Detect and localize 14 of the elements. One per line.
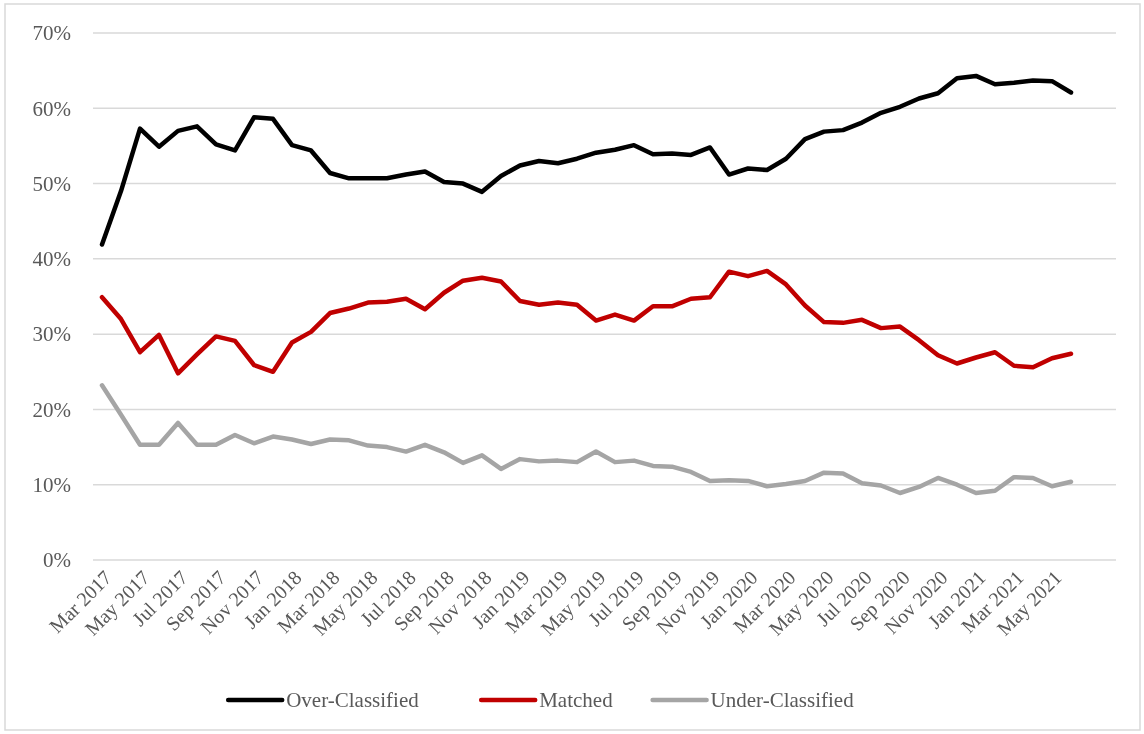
y-tick-label: 50% [32, 171, 71, 196]
line-series [99, 73, 1074, 247]
y-tick-label: 70% [32, 21, 71, 46]
line-series [99, 383, 1074, 496]
y-tick-label: 10% [32, 473, 71, 498]
y-tick-label: 60% [32, 96, 71, 121]
legend-label: Over-Classified [286, 688, 420, 713]
y-tick-label: 0% [43, 548, 71, 573]
legend-label: Matched [539, 688, 614, 713]
legend-label: Under-Classified [710, 688, 855, 713]
y-tick-label: 20% [32, 397, 71, 422]
y-tick-label: 30% [32, 322, 71, 347]
y-tick-label: 40% [32, 247, 71, 272]
line-series [99, 268, 1074, 376]
